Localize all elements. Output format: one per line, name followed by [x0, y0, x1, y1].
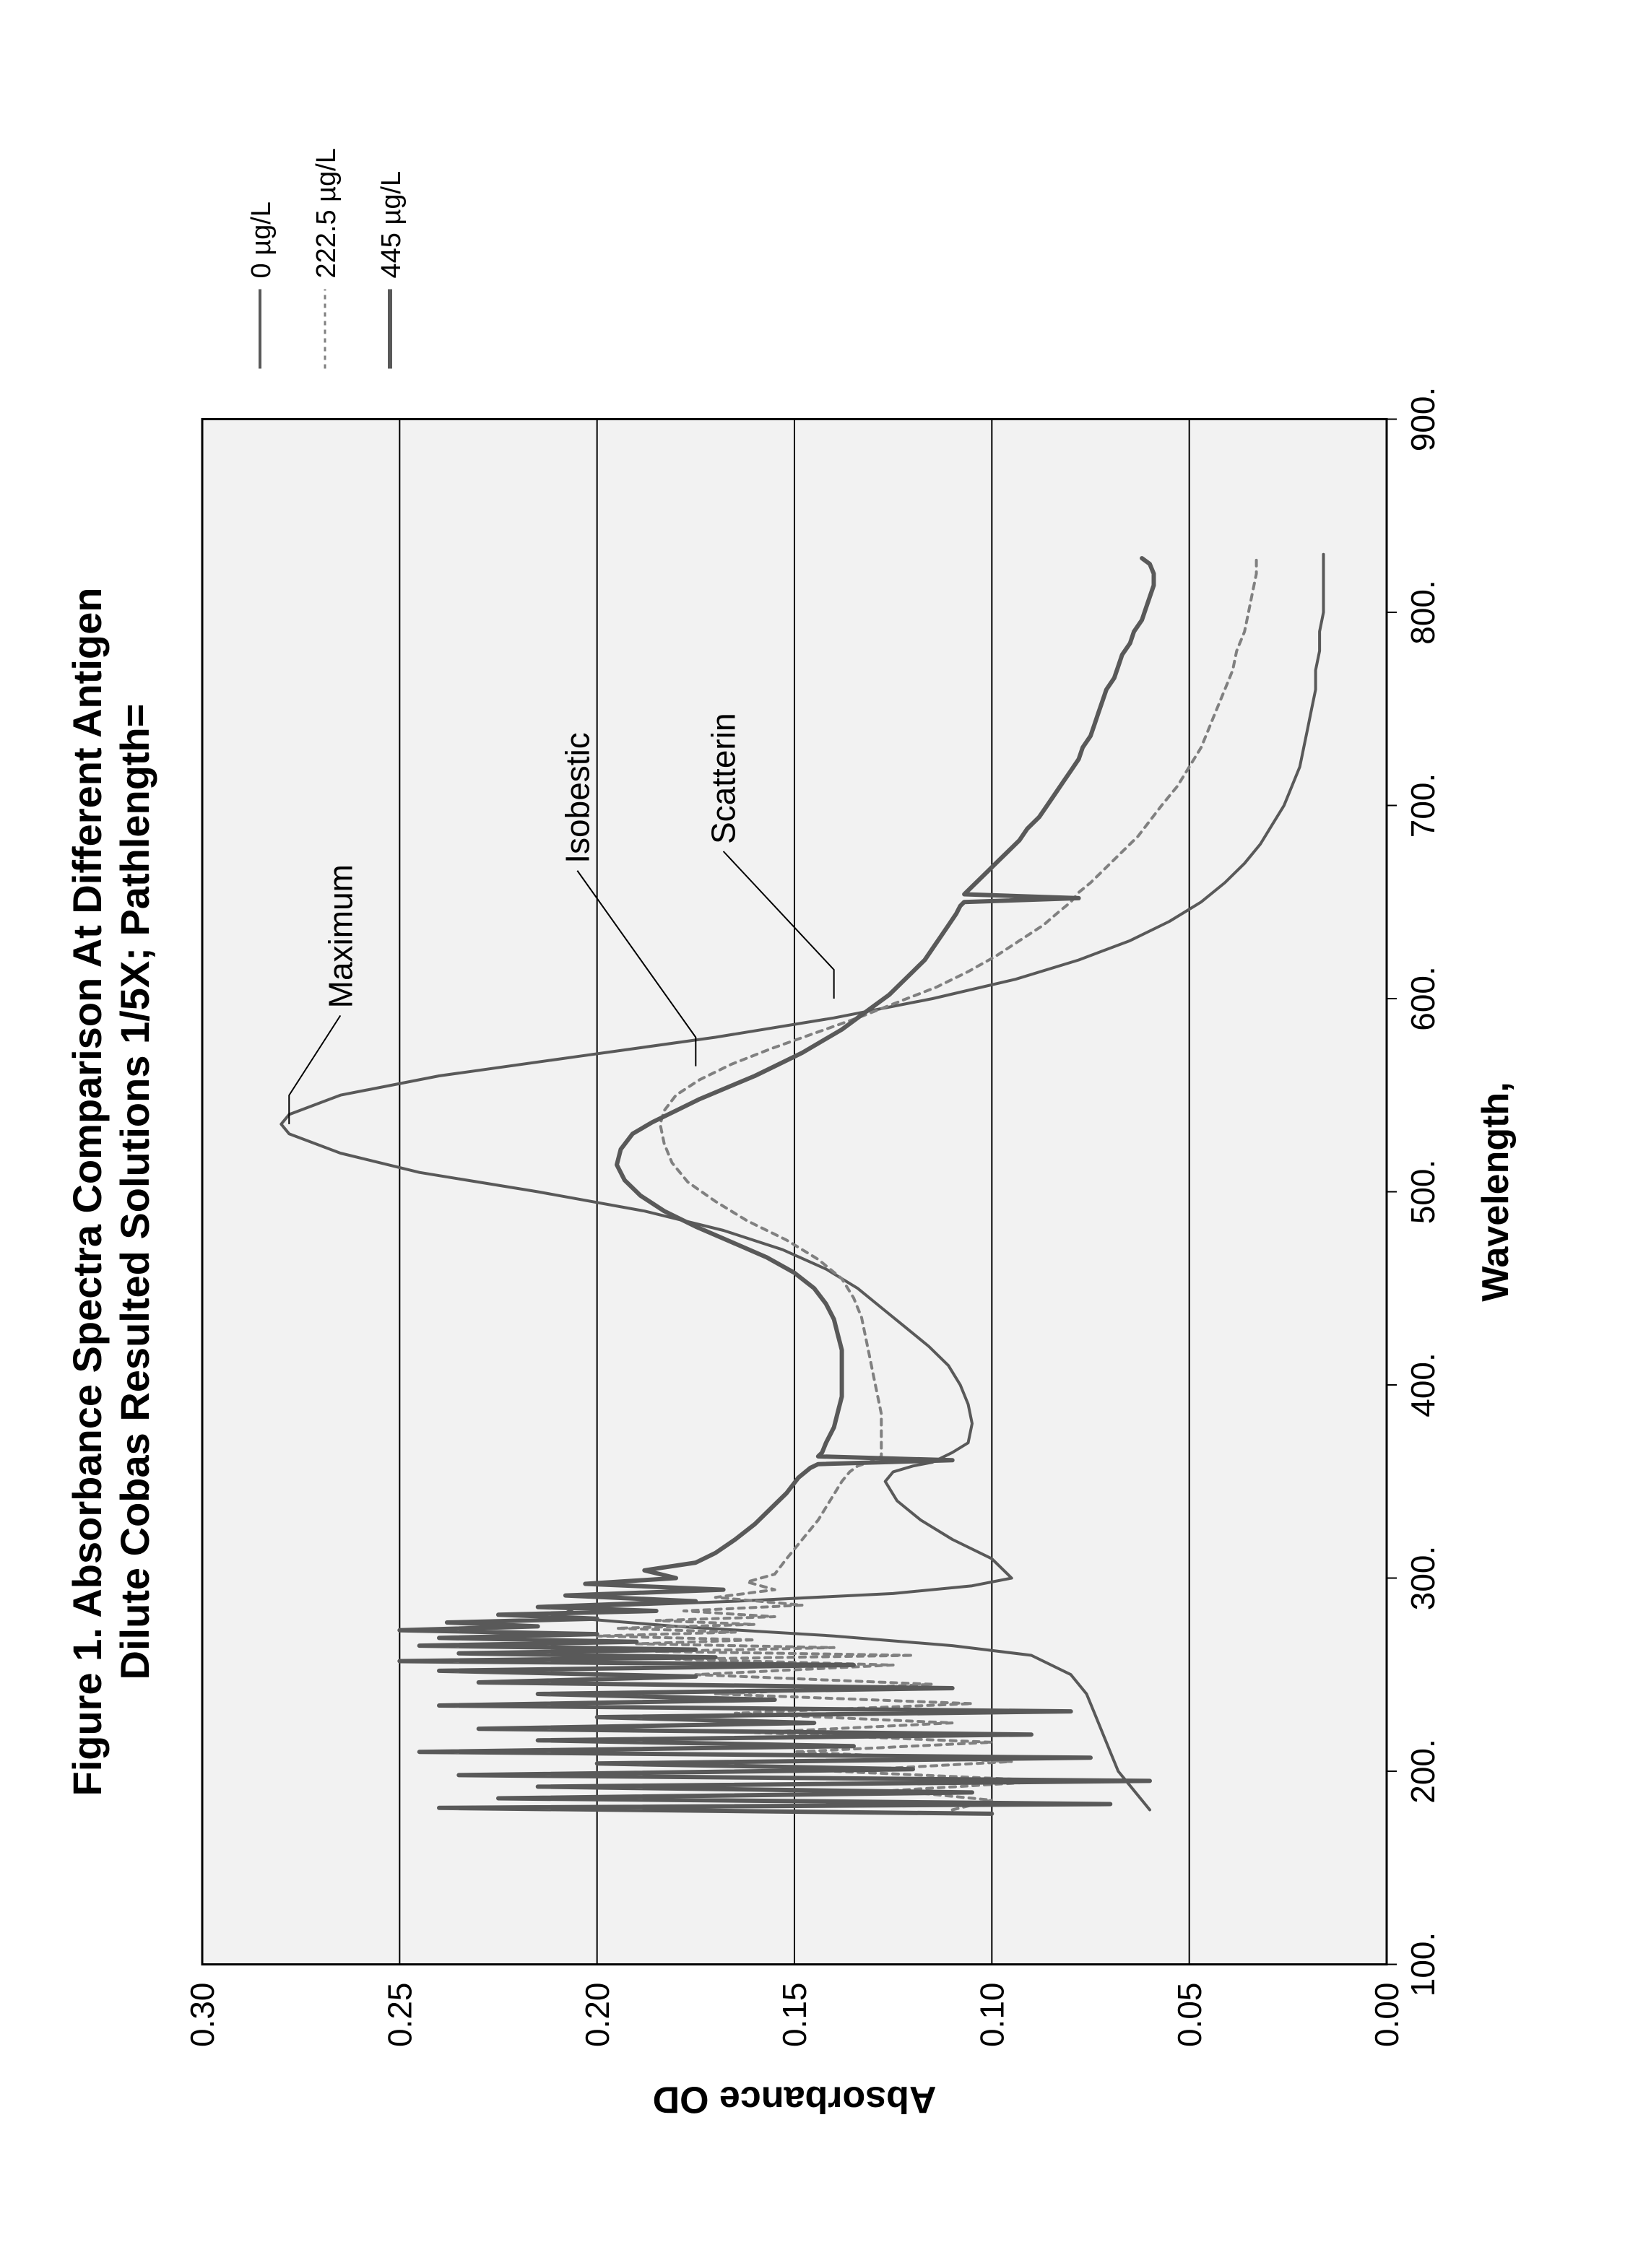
absorbance-spectra-chart: Figure 1. Absorbance Spectra Comparison … [0, 0, 1651, 2268]
y-tick-label: 0.20 [578, 1983, 616, 2048]
y-tick-label: 0.15 [776, 1983, 813, 2048]
x-tick-label: 800. [1404, 580, 1442, 645]
page-container: Figure 1. Absorbance Spectra Comparison … [0, 0, 1651, 2268]
x-tick-label: 700. [1404, 773, 1442, 838]
y-tick-label: 0.00 [1368, 1983, 1405, 2048]
annotation-label: Isobestic [558, 732, 596, 864]
rotated-landscape-wrapper: Figure 1. Absorbance Spectra Comparison … [0, 0, 1651, 2268]
x-tick-label: 200. [1404, 1739, 1442, 1804]
chart-title-line2: Dilute Cobas Resulted Solutions 1/5X; Pa… [112, 704, 157, 1680]
annotation-label: Maximum [321, 864, 359, 1008]
chart-stage: Figure 1. Absorbance Spectra Comparison … [0, 0, 1651, 2268]
x-tick-label: 400. [1404, 1352, 1442, 1417]
chart-title-line1: Figure 1. Absorbance Spectra Comparison … [64, 587, 110, 1796]
annotation-label: Scatterin [705, 713, 742, 844]
x-axis-label: Wavelength, [1475, 1082, 1517, 1301]
x-tick-label: 600. [1404, 966, 1442, 1031]
x-tick-label: 500. [1404, 1160, 1442, 1225]
y-axis-label: Absorbance OD [653, 2079, 937, 2121]
x-tick-label: 100. [1404, 1932, 1442, 1997]
y-tick-label: 0.25 [381, 1983, 418, 2048]
y-tick-label: 0.10 [973, 1983, 1010, 2048]
legend-label: 222.5 µg/L [311, 148, 342, 278]
x-tick-label: 900. [1404, 387, 1442, 452]
x-tick-label: 300. [1404, 1546, 1442, 1611]
legend-label: 445 µg/L [376, 171, 407, 279]
legend-label: 0 µg/L [246, 201, 277, 278]
y-tick-label: 0.05 [1171, 1983, 1208, 2048]
y-tick-label: 0.30 [183, 1983, 221, 2048]
